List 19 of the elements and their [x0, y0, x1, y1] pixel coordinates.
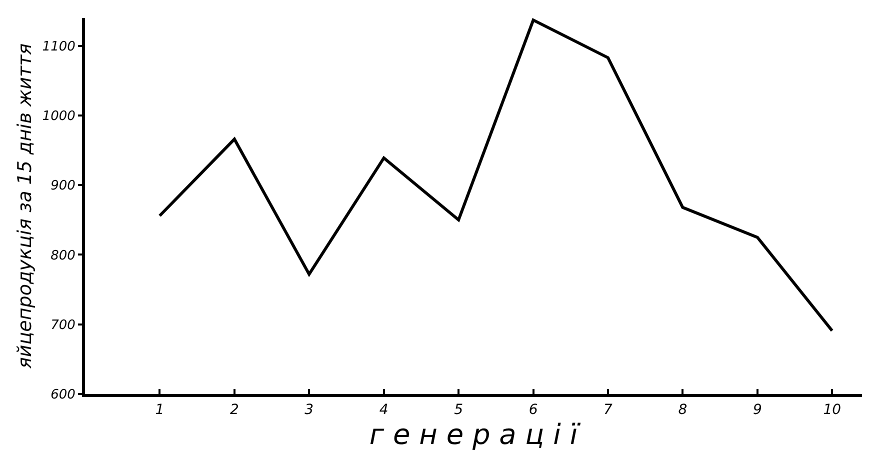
y-tick-label: 900: [50, 178, 76, 194]
x-tick-label: 2: [230, 402, 239, 418]
x-tick-label: 5: [454, 402, 464, 418]
y-tick-label: 800: [50, 248, 76, 264]
y-tick-label: 600: [50, 388, 76, 403]
line-series: [158, 18, 834, 332]
x-tick-label: 4: [379, 402, 388, 418]
x-tick-label: 8: [678, 402, 688, 418]
x-tick-label: 9: [752, 402, 762, 418]
y-tick-label: 1000: [42, 109, 76, 124]
y-axis-title: яйцепродукція за 15 днів життя: [14, 43, 36, 369]
x-tick-label: 6: [528, 402, 538, 418]
y-tick-label: 700: [50, 318, 76, 333]
x-tick-label: 3: [304, 402, 314, 418]
x-tick-label: 1: [155, 402, 164, 418]
x-tick-label: 7: [604, 402, 613, 418]
y-tick-label: 1100: [42, 39, 76, 54]
x-axis-title: г е н е р а ц і ї: [369, 418, 581, 451]
x-tick-label: 10: [823, 402, 842, 418]
